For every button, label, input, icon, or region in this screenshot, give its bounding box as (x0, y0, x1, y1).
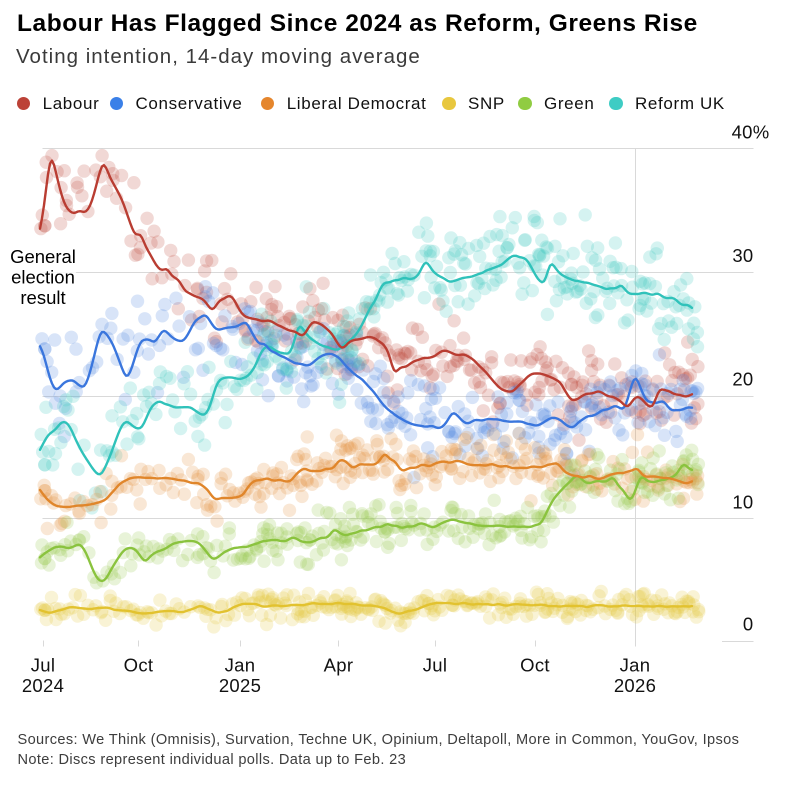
svg-text:Jan: Jan (225, 655, 256, 676)
svg-text:election: election (11, 267, 75, 288)
svg-text:20: 20 (732, 369, 753, 390)
svg-text:10: 10 (732, 492, 753, 513)
svg-text:40%: 40% (732, 122, 770, 143)
svg-text:30: 30 (732, 245, 753, 266)
svg-text:2024: 2024 (22, 675, 64, 696)
svg-text:2025: 2025 (219, 675, 261, 696)
svg-text:Jul: Jul (31, 655, 56, 676)
svg-text:election: election (11, 267, 75, 288)
svg-text:Apr: Apr (324, 655, 354, 676)
svg-text:General: General (10, 246, 76, 267)
svg-text:2026: 2026 (614, 675, 656, 696)
svg-text:result: result (20, 287, 65, 308)
svg-text:Oct: Oct (520, 655, 550, 676)
svg-text:General: General (10, 246, 76, 267)
svg-text:Jan: Jan (620, 655, 651, 676)
svg-text:result: result (20, 287, 65, 308)
svg-text:Oct: Oct (124, 655, 154, 676)
svg-text:0: 0 (743, 614, 754, 635)
svg-text:Jul: Jul (423, 655, 448, 676)
